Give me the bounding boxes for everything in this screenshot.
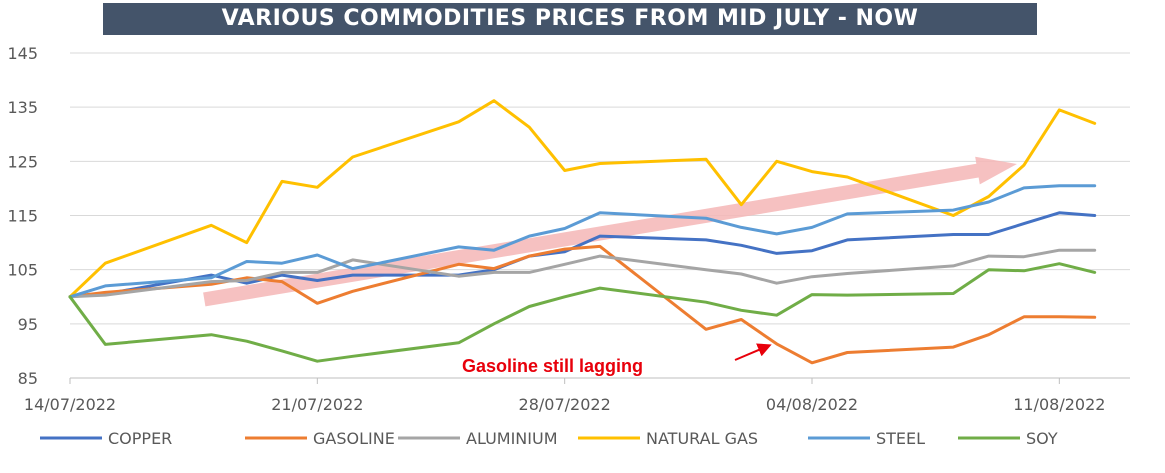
- legend-label-soy: SOY: [1026, 429, 1058, 448]
- y-tick-label-105: 105: [7, 261, 38, 280]
- chart-title: VARIOUS COMMODITIES PRICES FROM MID JULY…: [103, 3, 1037, 35]
- series-line-steel: [68, 184, 1097, 299]
- y-tick-label-135: 135: [7, 98, 38, 117]
- annotation-arrow: [734, 343, 772, 361]
- legend-label-copper: COPPER: [108, 429, 172, 448]
- y-tick-label-115: 115: [7, 207, 38, 226]
- y-tick-label-125: 125: [7, 152, 38, 171]
- x-tick-label-2: 28/07/2022: [519, 395, 611, 414]
- legend-label-steel: STEEL: [876, 429, 925, 448]
- legend-label-natural-gas: NATURAL GAS: [646, 429, 758, 448]
- y-tick-label-85: 85: [18, 369, 38, 388]
- x-tick-label-1: 21/07/2022: [271, 395, 363, 414]
- series-line-copper: [68, 211, 1097, 299]
- y-tick-label-95: 95: [18, 315, 38, 334]
- x-tick-label-3: 04/08/2022: [766, 395, 858, 414]
- series-line-gasoline: [68, 244, 1097, 365]
- series-line-aluminium: [68, 248, 1097, 299]
- x-tick-label-0: 14/07/2022: [24, 395, 116, 414]
- x-tick-label-4: 11/08/2022: [1013, 395, 1105, 414]
- annotation-text: Gasoline still lagging: [462, 356, 643, 376]
- series-line-soy: [68, 262, 1097, 363]
- legend-label-aluminium: ALUMINIUM: [466, 429, 558, 448]
- legend-label-gasoline: GASOLINE: [313, 429, 395, 448]
- y-tick-label-145: 145: [7, 44, 38, 63]
